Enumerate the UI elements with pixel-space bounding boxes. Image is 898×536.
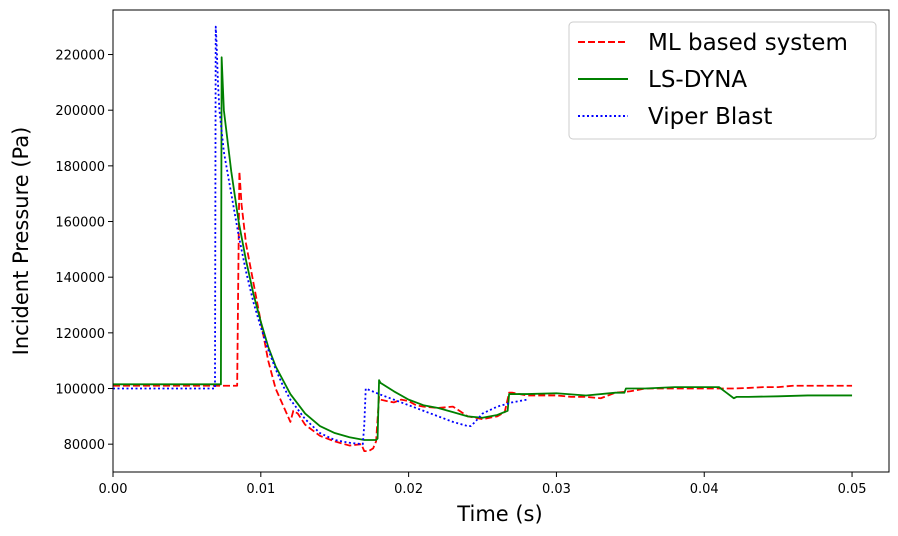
legend-frame [568,21,877,140]
legend-label-viper: Viper Blast [648,104,772,130]
y-tick-label: 120000 [55,327,105,342]
legend-label-lsdyna: LS-DYNA [648,67,747,93]
plot-area [112,9,890,473]
x-tick-label: 0.03 [542,482,571,497]
series-line-ml-based-system [113,170,853,453]
y-tick-label: 220000 [55,49,105,64]
series-layer [113,25,853,453]
legend: ML based system LS-DYNA Viper Blast [568,21,877,140]
y-axis-label: Incident Pressure (Pa) [9,127,33,356]
x-tick-label: 0.05 [838,482,867,497]
series-line-ls-dyna [113,56,853,441]
y-tick-label: 180000 [55,160,105,175]
plot-frame [112,9,890,473]
x-tick-label: 0.01 [246,482,275,497]
x-tick-label: 0.02 [394,482,423,497]
legend-label-ml: ML based system [648,30,848,56]
y-tick-label: 160000 [55,216,105,231]
x-tick-label: 0.00 [99,482,128,497]
y-axis-ticks: 80000 100000 120000 140000 160000 180000 20000… [55,49,113,453]
y-tick-label: 200000 [55,104,105,119]
x-tick-label: 0.04 [690,482,719,497]
x-axis-label: Time (s) [456,502,542,526]
y-tick-label: 80000 [64,438,105,453]
x-axis-ticks: 0.00 0.01 0.02 0.03 0.04 0.05 [99,472,867,497]
series-line-viper-blast [113,25,528,446]
y-tick-label: 100000 [55,383,105,398]
y-tick-label: 140000 [55,271,105,286]
